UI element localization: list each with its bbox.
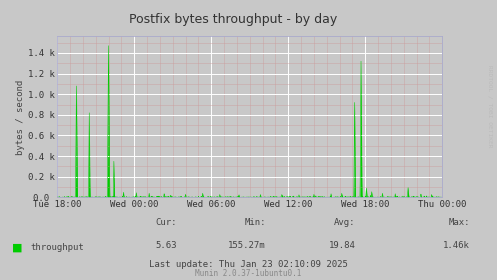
Text: Munin 2.0.37-1ubuntu0.1: Munin 2.0.37-1ubuntu0.1 [195,269,302,278]
Text: Cur:: Cur: [155,218,176,227]
Y-axis label: bytes / second: bytes / second [16,79,25,155]
Text: RRDTOOL / TOBI OETIKER: RRDTOOL / TOBI OETIKER [487,65,492,148]
Text: Avg:: Avg: [334,218,355,227]
Text: Postfix bytes throughput - by day: Postfix bytes throughput - by day [129,13,338,25]
Text: Min:: Min: [245,218,266,227]
Text: throughput: throughput [31,243,84,252]
Text: 1.46k: 1.46k [443,241,470,250]
Text: ■: ■ [12,243,23,253]
Text: 155.27m: 155.27m [228,241,266,250]
Text: 19.84: 19.84 [329,241,355,250]
Text: Last update: Thu Jan 23 02:10:09 2025: Last update: Thu Jan 23 02:10:09 2025 [149,260,348,269]
Text: Max:: Max: [448,218,470,227]
Text: 5.63: 5.63 [155,241,176,250]
